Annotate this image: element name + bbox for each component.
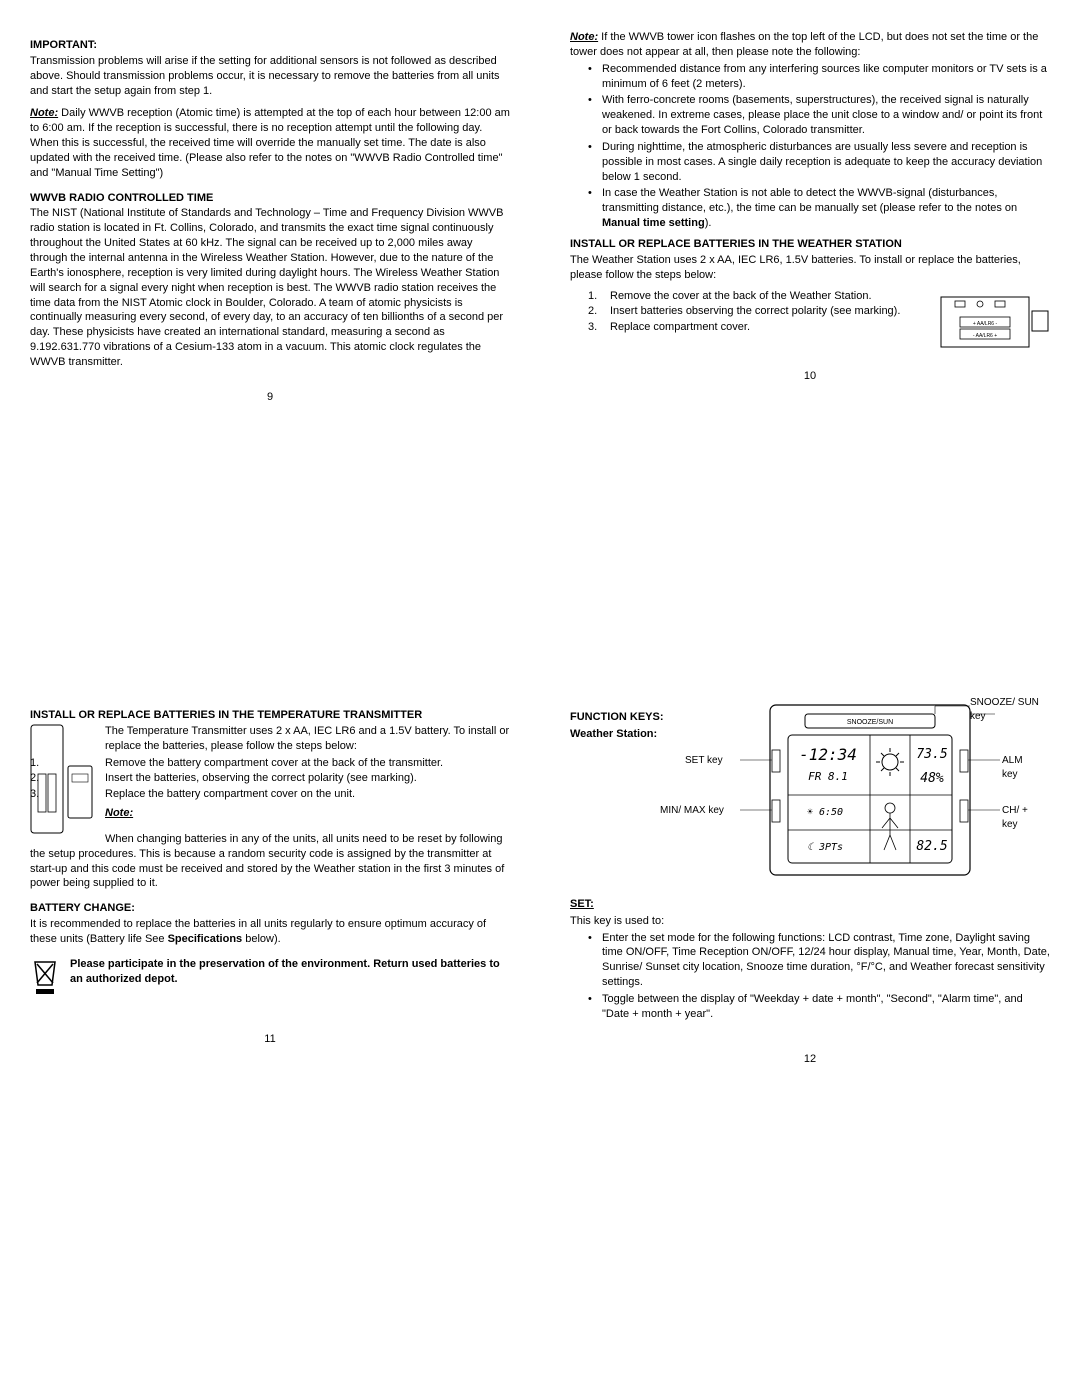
bullet-item: Recommended distance from any interferin… [588, 62, 1050, 92]
lcd-snooze-text: SNOOZE/SUN [847, 719, 893, 726]
svg-text:82.5: 82.5 [916, 839, 947, 854]
step-item: 3.Replace the battery compartment cover … [30, 787, 510, 802]
env-row: Please participate in the preservation o… [30, 957, 510, 1002]
env-text: Please participate in the preservation o… [70, 957, 510, 987]
svg-text:48%: 48% [920, 771, 944, 786]
lcd-diagram-wrap: SNOOZE/SUN -12:34 FR 8.1 [700, 700, 1040, 885]
note-label-p9: Note: [30, 107, 58, 119]
steps-block-p10: + AA/LR6 - - AA/LR6 + 1.Remove the cover… [570, 289, 1050, 349]
svg-text:-12:34: -12:34 [799, 745, 857, 764]
func-title: FUNCTION KEYS: [570, 710, 700, 725]
minmax-key-label: MIN/ MAX key [660, 804, 724, 818]
wwvb-title: WWVB RADIO CONTROLLED TIME [30, 191, 510, 206]
bullet-item: During nighttime, the atmospheric distur… [588, 140, 1050, 185]
wwvb-body: The NIST (National Institute of Standard… [30, 206, 510, 369]
important-body: Transmission problems will arise if the … [30, 54, 510, 99]
alm-key-label: ALM key [1002, 754, 1040, 781]
bullet-item: Toggle between the display of "Weekday +… [588, 992, 1050, 1022]
note-body-p9: Daily WWVB reception (Atomic time) is at… [30, 107, 510, 178]
func-labels: FUNCTION KEYS: Weather Station: [570, 700, 700, 744]
note-label-p10: Note: [570, 31, 598, 43]
steps-list-p11: 1.Remove the battery compartment cover a… [30, 756, 510, 803]
page-12: FUNCTION KEYS: Weather Station: SNOOZE/S… [540, 670, 1080, 1120]
page-num-10: 10 [570, 369, 1050, 384]
note-p11-label-line: Note: [30, 806, 510, 821]
page-num-11: 11 [30, 1032, 510, 1047]
note-p9: Note: Daily WWVB reception (Atomic time)… [30, 106, 510, 180]
svg-text:FR 8.1: FR 8.1 [808, 770, 848, 783]
steps-block-p11: The Temperature Transmitter uses 2 x AA,… [30, 724, 510, 834]
install-intro-p10: The Weather Station uses 2 x AA, IEC LR6… [570, 253, 1050, 283]
set-key-label: SET key [685, 754, 723, 768]
page-num-12: 12 [570, 1052, 1050, 1067]
step-item: 2.Insert the batteries, observing the co… [30, 771, 510, 786]
important-title: IMPORTANT: [30, 38, 510, 53]
page-num-9: 9 [30, 390, 510, 405]
page-10: Note: If the WWVB tower icon flashes on … [540, 0, 1080, 350]
bullet-item: With ferro-concrete rooms (basements, su… [588, 93, 1050, 138]
svg-text:☾ 3PTs: ☾ 3PTs [807, 842, 843, 853]
note-body-p10: If the WWVB tower icon flashes on the to… [570, 31, 1038, 58]
ch-key-label: CH/ + key [1002, 804, 1040, 831]
page-row-2: INSTALL OR REPLACE BATTERIES IN THE TEMP… [0, 670, 1080, 1120]
recycle-bin-icon [30, 957, 60, 1002]
bullet-item: In case the Weather Station is not able … [588, 186, 1050, 231]
station-label: Weather Station: [570, 727, 700, 742]
step-item: 1.Remove the battery compartment cover a… [30, 756, 510, 771]
weather-station-lcd-icon: SNOOZE/SUN -12:34 FR 8.1 [700, 700, 1040, 880]
bullets-p10: Recommended distance from any interferin… [570, 62, 1050, 231]
set-intro: This key is used to: [570, 914, 1050, 929]
svg-text:73.5: 73.5 [916, 747, 947, 762]
bullet-item: Enter the set mode for the following fun… [588, 931, 1050, 990]
note-label-p11: Note: [105, 807, 133, 819]
step-item: 2.Insert batteries observing the correct… [588, 304, 1050, 319]
function-keys-block: FUNCTION KEYS: Weather Station: SNOOZE/S… [570, 700, 1050, 885]
set-bullets: Enter the set mode for the following fun… [570, 931, 1050, 1022]
snooze-key-label: SNOOZE/ SUN key [970, 696, 1040, 723]
page-row-1: IMPORTANT: Transmission problems will ar… [0, 0, 1080, 350]
svg-text:☀ 6:50: ☀ 6:50 [807, 807, 843, 818]
steps-list-p10: 1.Remove the cover at the back of the We… [570, 289, 1050, 336]
page-11: INSTALL OR REPLACE BATTERIES IN THE TEMP… [0, 670, 540, 1120]
install-title-p11: INSTALL OR REPLACE BATTERIES IN THE TEMP… [30, 708, 510, 723]
battery-title: BATTERY CHANGE: [30, 901, 510, 916]
note-p10: Note: If the WWVB tower icon flashes on … [570, 30, 1050, 60]
install-title-p10: INSTALL OR REPLACE BATTERIES IN THE WEAT… [570, 237, 1050, 252]
page-9: IMPORTANT: Transmission problems will ar… [0, 0, 540, 350]
bold-manual: Manual time setting [602, 217, 705, 229]
install-intro-p11: The Temperature Transmitter uses 2 x AA,… [30, 724, 510, 754]
step-item: 1.Remove the cover at the back of the We… [588, 289, 1050, 304]
step-item: 3.Replace compartment cover. [588, 320, 1050, 335]
note-body-p11: When changing batteries in any of the un… [30, 832, 510, 891]
battery-body: It is recommended to replace the batteri… [30, 917, 510, 947]
set-title: SET: [570, 897, 1050, 912]
